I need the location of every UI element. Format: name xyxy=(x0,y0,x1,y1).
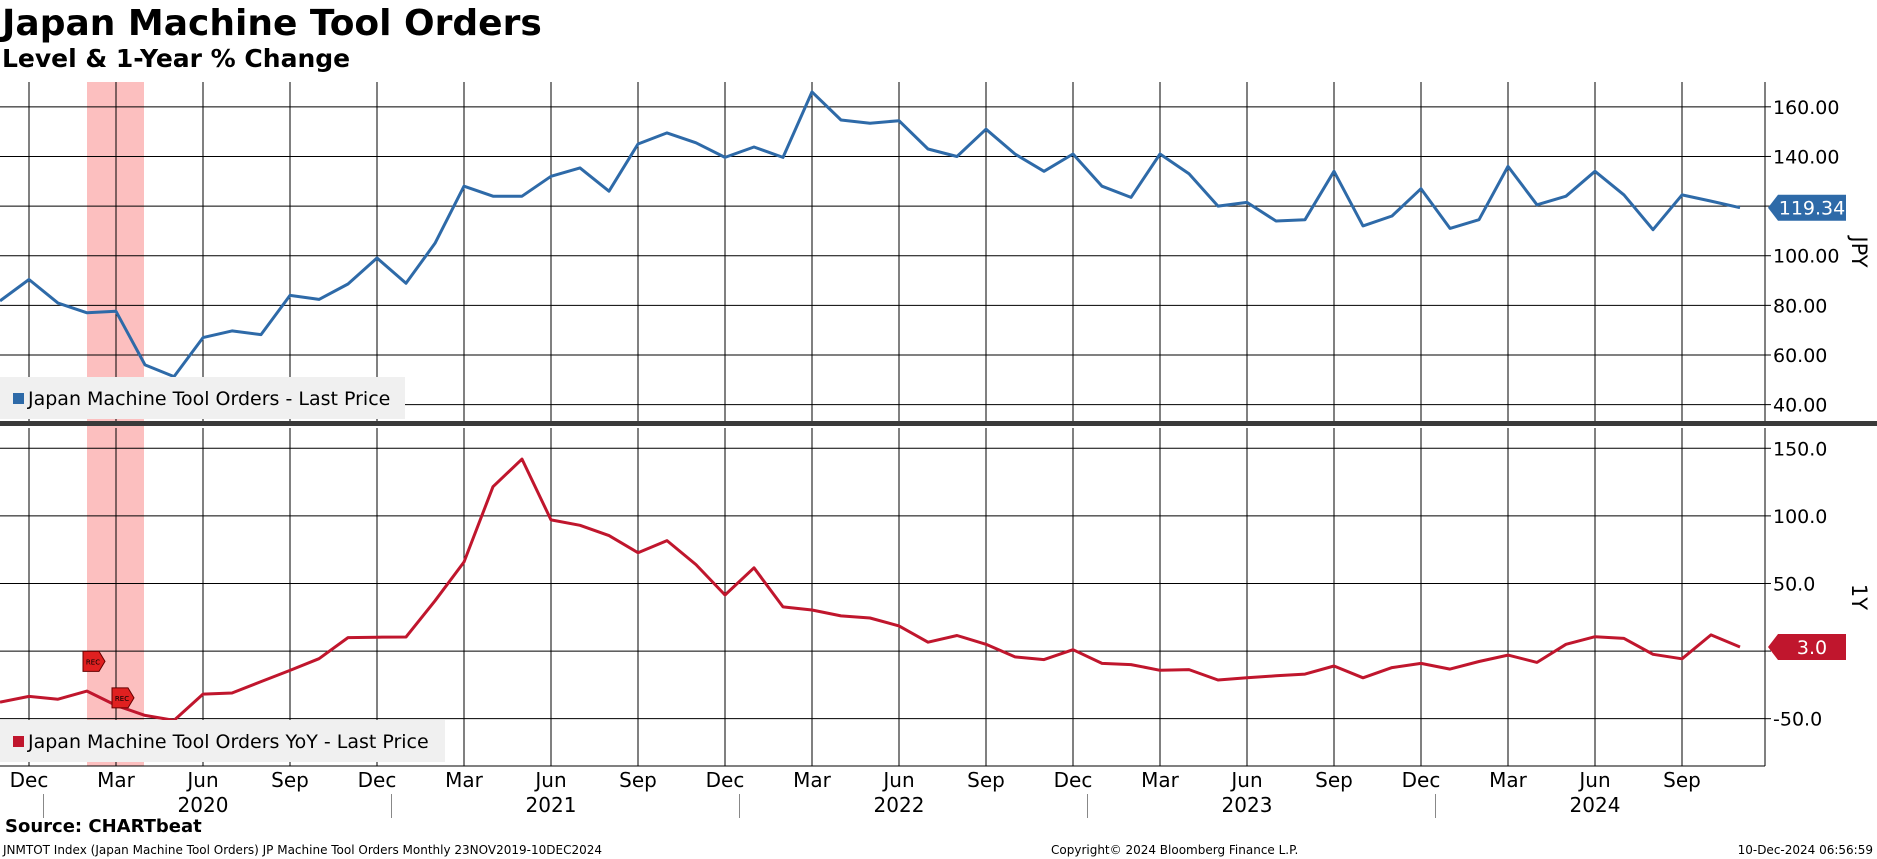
footer-index-info: JNMTOT Index (Japan Machine Tool Orders)… xyxy=(3,843,602,857)
source-note: Source: CHARTbeat xyxy=(5,816,202,837)
xtick-label: Sep xyxy=(619,768,657,792)
year-label: 2022 xyxy=(874,793,925,817)
xtick-label: Jun xyxy=(1229,768,1262,792)
xtick-label: Mar xyxy=(793,768,832,792)
xtick-label: Jun xyxy=(881,768,914,792)
xtick-label: Sep xyxy=(1663,768,1701,792)
last-value-level-text: 119.34 xyxy=(1779,198,1845,220)
ylabel-top: JPY xyxy=(1847,234,1871,267)
legend-level-swatch xyxy=(13,393,24,404)
ytick-label-top: 100.00 xyxy=(1773,246,1839,268)
xtick-label: Mar xyxy=(1489,768,1528,792)
last-value-yoy-bg xyxy=(1768,634,1846,661)
xtick-label: Dec xyxy=(10,768,49,792)
last-value-yoy-text: 3.0 xyxy=(1797,637,1827,659)
xtick-label: Jun xyxy=(185,768,218,792)
legend-level-bg xyxy=(0,377,405,419)
ytick-label-top: 40.00 xyxy=(1773,395,1827,417)
xtick-label: Sep xyxy=(271,768,309,792)
series-line-yoy xyxy=(0,457,1741,722)
panel-separator xyxy=(0,421,1877,426)
year-label: 2020 xyxy=(178,793,229,817)
ytick-label-bottom: 50.0 xyxy=(1773,573,1815,595)
ytick-label-top: 60.00 xyxy=(1773,345,1827,367)
footer-copyright: Copyright© 2024 Bloomberg Finance L.P. xyxy=(1051,843,1299,857)
year-label: 2024 xyxy=(1570,793,1621,817)
ytick-label-bottom: 150.0 xyxy=(1773,438,1827,460)
xtick-label: Dec xyxy=(358,768,397,792)
xtick-label: Jun xyxy=(1577,768,1610,792)
year-label: 2021 xyxy=(526,793,577,817)
recession-marker xyxy=(111,687,135,709)
xtick-label: Sep xyxy=(1315,768,1353,792)
legend-level-text: Japan Machine Tool Orders - Last Price xyxy=(27,388,390,410)
legend-yoy-bg xyxy=(0,720,445,762)
chart-subtitle: Level & 1-Year % Change xyxy=(2,44,351,73)
chart-title: Japan Machine Tool Orders xyxy=(2,3,542,44)
ytick-label-top: 80.00 xyxy=(1773,295,1827,317)
recession-marker-label: REC xyxy=(115,695,129,703)
xtick-label: Dec xyxy=(1402,768,1441,792)
legend-yoy-text: Japan Machine Tool Orders YoY - Last Pri… xyxy=(27,731,429,753)
recession-marker xyxy=(82,650,106,672)
xtick-label: Jun xyxy=(533,768,566,792)
xtick-label: Mar xyxy=(1141,768,1180,792)
xtick-label: Mar xyxy=(445,768,484,792)
ytick-label-bottom: 100.0 xyxy=(1773,506,1827,528)
xtick-label: Mar xyxy=(97,768,136,792)
ytick-label-bottom: -50.0 xyxy=(1773,709,1822,731)
xtick-label: Dec xyxy=(1054,768,1093,792)
last-value-level-bg xyxy=(1768,194,1846,221)
year-label: 2023 xyxy=(1222,793,1273,817)
xtick-label: Dec xyxy=(706,768,745,792)
series-line-level xyxy=(0,90,1741,379)
recession-marker-label: REC xyxy=(86,658,100,666)
ytick-label-top: 160.00 xyxy=(1773,97,1839,119)
ytick-label-top: 140.00 xyxy=(1773,146,1839,168)
xtick-label: Sep xyxy=(967,768,1005,792)
legend-yoy-swatch xyxy=(13,736,24,747)
ylabel-bottom: 1Y xyxy=(1847,584,1871,610)
footer-timestamp: 10-Dec-2024 06:56:59 xyxy=(1737,843,1873,857)
